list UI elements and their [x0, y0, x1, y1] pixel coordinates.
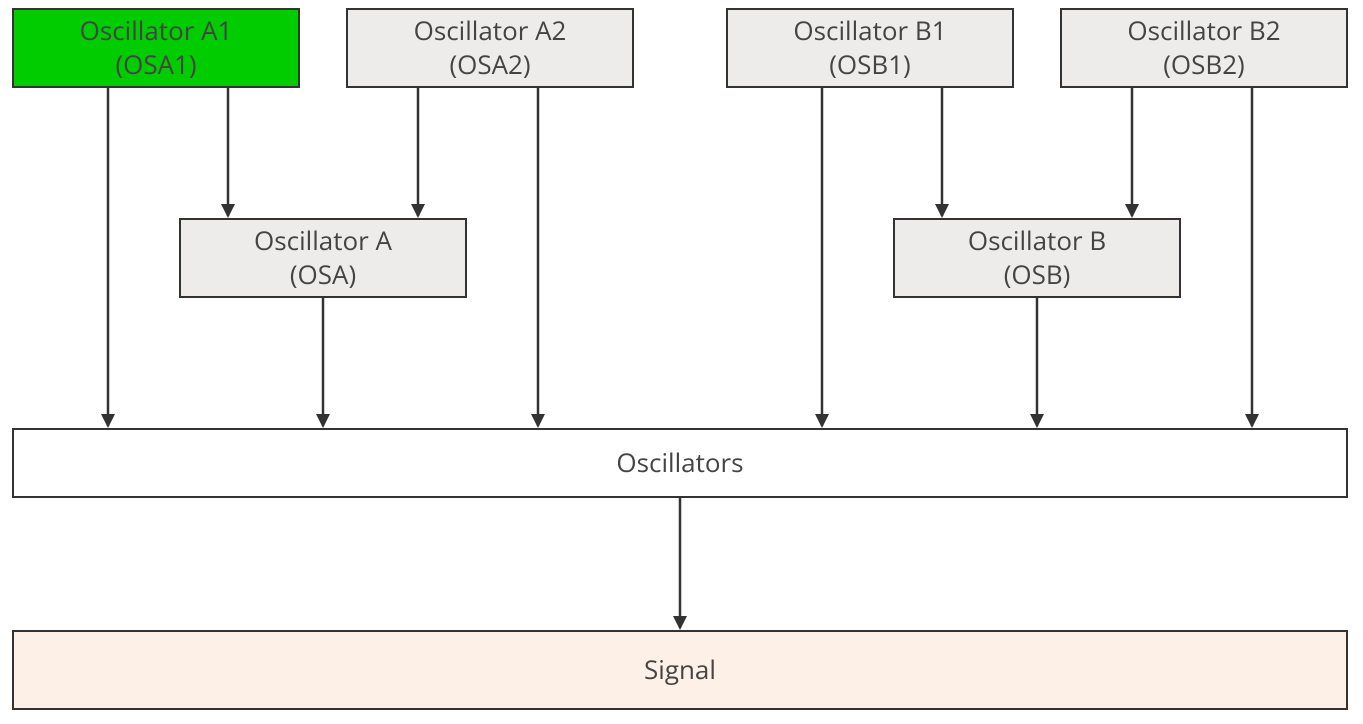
node-osa2-code: (OSA2)	[449, 48, 530, 82]
node-osb1-title: Oscillator B1	[793, 14, 946, 48]
node-oscillators: Oscillators	[12, 428, 1348, 498]
node-osa2: Oscillator A2(OSA2)	[346, 8, 634, 88]
node-osa2-title: Oscillator A2	[414, 14, 567, 48]
arrows-layer	[0, 0, 1363, 724]
node-signal: Signal	[12, 630, 1348, 710]
node-osb1-code: (OSB1)	[829, 48, 910, 82]
oscillator-diagram: Oscillator A1(OSA1)Oscillator A2(OSA2)Os…	[0, 0, 1363, 724]
node-osb2-title: Oscillator B2	[1127, 14, 1280, 48]
node-osb1: Oscillator B1(OSB1)	[726, 8, 1014, 88]
node-osa-code: (OSA)	[290, 258, 356, 292]
node-osb-code: (OSB)	[1004, 258, 1071, 292]
node-osa1: Oscillator A1(OSA1)	[12, 8, 300, 88]
node-osb2-code: (OSB2)	[1163, 48, 1244, 82]
node-osb2: Oscillator B2(OSB2)	[1060, 8, 1348, 88]
node-osa1-title: Oscillator A1	[80, 14, 233, 48]
node-osb: Oscillator B(OSB)	[893, 218, 1181, 298]
node-signal-title: Signal	[644, 653, 716, 687]
node-osa: Oscillator A(OSA)	[179, 218, 467, 298]
node-osb-title: Oscillator B	[968, 224, 1106, 258]
node-osa1-code: (OSA1)	[115, 48, 196, 82]
node-osa-title: Oscillator A	[254, 224, 392, 258]
node-oscillators-title: Oscillators	[616, 446, 743, 480]
